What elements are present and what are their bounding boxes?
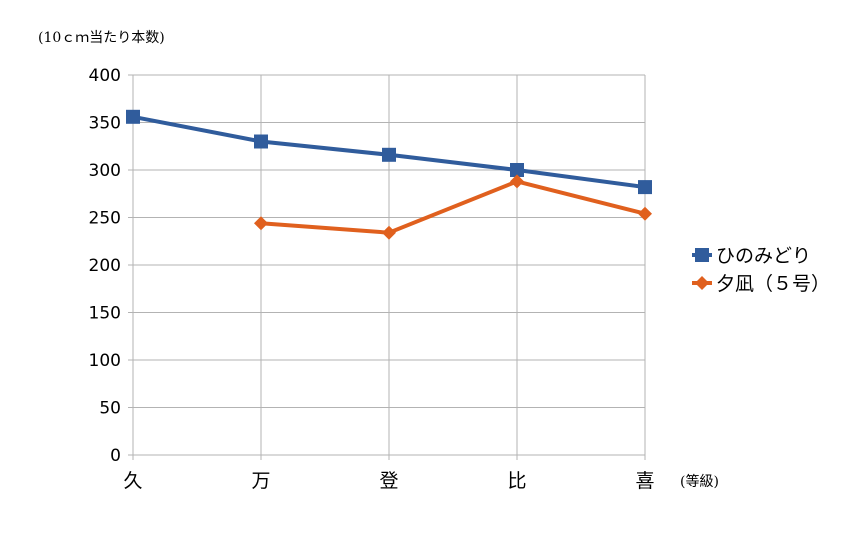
y-tick-label: 200 (89, 256, 121, 276)
legend-label: 夕凪（５号） (716, 273, 830, 295)
y-axis-label: (10ｃｍ当たり本数) (38, 30, 165, 46)
legend-marker (695, 276, 709, 290)
data-point (510, 174, 524, 189)
data-point (638, 206, 652, 221)
x-tick-label: 久 (123, 470, 142, 492)
legend-label: ひのみどり (716, 245, 811, 267)
x-axis-label: (等級) (680, 473, 719, 490)
x-tick-label: 登 (379, 470, 398, 492)
y-tick-label: 0 (110, 446, 121, 466)
data-point (254, 134, 268, 149)
data-point (254, 216, 268, 231)
data-point (126, 109, 140, 124)
data-point (510, 163, 524, 177)
x-tick-label: 比 (507, 470, 526, 492)
series-line-1 (260, 179, 646, 235)
x-tick-label: 喜 (635, 470, 654, 492)
data-point (382, 147, 396, 162)
y-tick-label: 150 (89, 304, 121, 324)
data-point (638, 180, 652, 195)
y-tick-label: 250 (89, 209, 121, 229)
legend-marker (695, 248, 709, 262)
y-tick-label: 100 (89, 351, 121, 371)
data-point (382, 225, 396, 240)
x-tick-label: 万 (251, 470, 270, 492)
y-tick-label: 300 (89, 161, 121, 181)
y-tick-label: 400 (89, 66, 121, 86)
y-tick-label: 350 (89, 114, 121, 134)
y-tick-label: 50 (99, 399, 121, 419)
